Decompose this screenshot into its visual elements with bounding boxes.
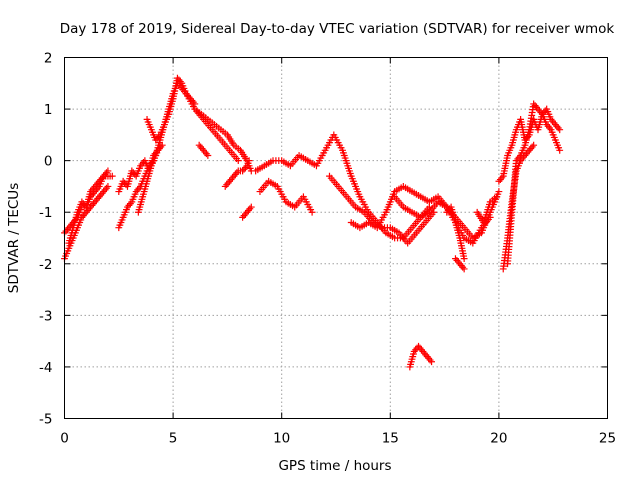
- series-track-l: [239, 203, 255, 221]
- x-tick-label: 25: [599, 431, 616, 447]
- y-tick-label: 1: [44, 102, 53, 118]
- series-track-x: [495, 105, 564, 185]
- series-track-k: [221, 157, 253, 190]
- data-point: [460, 265, 468, 273]
- series-track-s: [443, 203, 468, 263]
- x-tick-label: 20: [490, 431, 507, 447]
- data-point: [108, 172, 116, 180]
- series-track-u: [473, 193, 501, 226]
- x-tick-label: 0: [60, 431, 69, 447]
- series-track-t: [452, 255, 468, 273]
- y-tick-label: -3: [39, 308, 52, 324]
- data-point: [530, 141, 538, 149]
- data-point: [428, 358, 435, 366]
- x-axis-label: GPS time / hours: [278, 458, 391, 474]
- series-track-r: [406, 342, 435, 371]
- y-tick-label: 2: [44, 51, 53, 67]
- data-point: [493, 193, 501, 201]
- series-track-j: [195, 141, 212, 159]
- grid-layer: [64, 57, 608, 419]
- y-tick-label: -5: [39, 412, 52, 428]
- series-track-c: [65, 167, 112, 247]
- y-tick-label: -1: [39, 205, 52, 221]
- y-tick-label: -4: [39, 360, 52, 376]
- data-point: [245, 157, 253, 165]
- data-marks: [61, 74, 564, 371]
- x-tick-label: 15: [382, 431, 399, 447]
- x-tick-label: 5: [169, 431, 178, 447]
- data-point: [234, 157, 242, 165]
- series-track-n: [256, 177, 316, 216]
- series-track-o: [326, 172, 438, 247]
- series-track-w: [504, 100, 564, 268]
- data-point: [104, 183, 112, 190]
- plot-frame: [64, 57, 608, 419]
- data-point: [247, 203, 255, 211]
- x-tick-label: 10: [273, 431, 290, 447]
- y-tick-label: 0: [44, 154, 53, 170]
- data-point: [308, 208, 316, 216]
- series-track-f: [134, 79, 181, 216]
- data-point: [495, 188, 503, 195]
- series-track-g: [143, 74, 199, 144]
- y-axis-label: SDTVAR / TECUs: [6, 183, 22, 293]
- series-track-b: [61, 183, 112, 263]
- data-point: [460, 255, 468, 263]
- data-point: [556, 146, 564, 154]
- y-tick-label: -2: [39, 257, 52, 273]
- data-point: [104, 167, 112, 175]
- chart-title: Day 178 of 2019, Sidereal Day-to-day VTE…: [60, 21, 615, 37]
- data-point: [204, 152, 212, 159]
- data-point: [556, 126, 564, 134]
